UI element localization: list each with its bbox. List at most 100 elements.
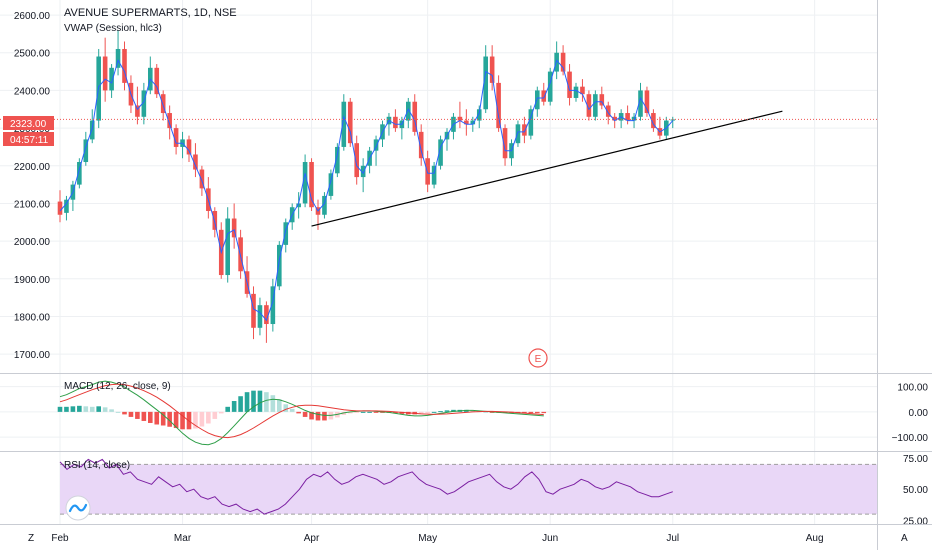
macd-pane[interactable]	[57, 380, 547, 446]
candle-body[interactable]	[109, 67, 114, 91]
price-tick-label: 1800.00	[14, 312, 51, 323]
rsi-legend[interactable]: RSI (14, close)	[64, 460, 130, 471]
candle-body[interactable]	[560, 52, 566, 72]
candle-body[interactable]	[257, 305, 263, 328]
tradingview-logo[interactable]	[65, 495, 91, 521]
candle-body[interactable]	[335, 146, 340, 174]
candle-body[interactable]	[77, 162, 82, 185]
candle-body[interactable]	[393, 116, 398, 129]
macd-signal-line[interactable]	[59, 383, 544, 439]
timezone-icon[interactable]: Z	[28, 533, 34, 544]
macd-histogram-bar	[244, 392, 250, 412]
rsi-tick-label: 25.00	[903, 516, 928, 527]
candle-body[interactable]	[322, 195, 327, 215]
rsi-pane[interactable]	[59, 458, 877, 515]
rsi-line[interactable]	[59, 458, 673, 515]
candle-body[interactable]	[360, 165, 366, 178]
candle-body[interactable]	[225, 218, 230, 276]
candle-body[interactable]	[354, 143, 359, 178]
candle-body[interactable]	[309, 162, 314, 208]
candle-body[interactable]	[83, 139, 89, 163]
candle-body[interactable]	[296, 203, 301, 208]
candle-body[interactable]	[57, 201, 63, 215]
candle-body[interactable]	[522, 124, 527, 136]
macd-histogram-bar	[347, 411, 353, 414]
candle-body[interactable]	[341, 101, 347, 147]
candle-body[interactable]	[599, 94, 605, 106]
candle-body[interactable]	[199, 169, 205, 189]
vwap-line[interactable]	[59, 59, 674, 322]
candle-body[interactable]	[141, 90, 147, 117]
candle-body[interactable]	[464, 120, 469, 125]
macd-legend[interactable]: MACD (12, 26, close, 9)	[64, 381, 171, 392]
candle-body[interactable]	[264, 305, 269, 325]
candle-body[interactable]	[122, 48, 127, 83]
candle-body[interactable]	[251, 293, 256, 328]
candle-body[interactable]	[625, 113, 630, 121]
candle-body[interactable]	[502, 128, 508, 159]
candle-body[interactable]	[580, 86, 585, 95]
candle-body[interactable]	[457, 116, 463, 121]
candle-body[interactable]	[102, 56, 108, 91]
symbol-legend[interactable]: AVENUE SUPERMARTS, 1D, NSE	[64, 7, 237, 19]
candle-body[interactable]	[270, 286, 276, 325]
candle-body[interactable]	[567, 71, 572, 98]
candle-body[interactable]	[373, 139, 379, 151]
candle-body[interactable]	[167, 113, 172, 129]
candle-body[interactable]	[277, 244, 282, 287]
candle-body[interactable]	[496, 82, 501, 129]
macd-histogram-bar	[128, 411, 134, 417]
macd-histogram-bar	[83, 406, 89, 412]
candle-body[interactable]	[283, 222, 289, 245]
earnings-marker[interactable]: E	[528, 348, 548, 368]
candle-body[interactable]	[631, 116, 637, 121]
candle-body[interactable]	[605, 105, 611, 117]
candle-body[interactable]	[154, 67, 160, 95]
candle-body[interactable]	[535, 90, 540, 110]
candle-body[interactable]	[638, 90, 643, 117]
candle-body[interactable]	[412, 101, 418, 132]
macd-line[interactable]	[59, 380, 544, 446]
candle-body[interactable]	[186, 139, 192, 155]
candle-body[interactable]	[89, 120, 95, 140]
candle-body[interactable]	[347, 101, 353, 144]
candle-body[interactable]	[541, 90, 547, 102]
candle-body[interactable]	[418, 131, 424, 159]
candle-body[interactable]	[431, 165, 437, 185]
candle-body[interactable]	[593, 94, 598, 117]
vwap-legend[interactable]: VWAP (Session, hlc3)	[64, 23, 162, 34]
candle-body[interactable]	[651, 113, 656, 129]
price-pane[interactable]	[0, 30, 877, 343]
candle-body[interactable]	[644, 90, 650, 114]
trendline[interactable]	[311, 110, 783, 227]
candle-body[interactable]	[193, 154, 198, 170]
candle-body[interactable]	[573, 86, 579, 98]
candle-body[interactable]	[64, 199, 69, 213]
candle-body[interactable]	[135, 105, 140, 117]
candle-body[interactable]	[528, 109, 534, 136]
candle-body[interactable]	[586, 94, 592, 117]
candle-body[interactable]	[328, 173, 334, 196]
candle-body[interactable]	[547, 71, 553, 102]
candle-body[interactable]	[115, 48, 121, 68]
candle-body[interactable]	[476, 109, 482, 121]
macd-histogram-bar	[470, 410, 476, 412]
macd-histogram-bar	[148, 411, 153, 423]
candle-body[interactable]	[406, 101, 411, 121]
candle-body[interactable]	[212, 210, 218, 230]
candle-body[interactable]	[483, 56, 488, 110]
candle-body[interactable]	[302, 162, 308, 204]
candle-body[interactable]	[160, 94, 166, 114]
candle-body[interactable]	[173, 128, 179, 147]
candle-body[interactable]	[489, 56, 495, 83]
macd-histogram-bar	[270, 395, 276, 412]
candle-body[interactable]	[612, 116, 617, 121]
candle-body[interactable]	[231, 218, 237, 238]
candle-body[interactable]	[670, 119, 676, 121]
candle-body[interactable]	[470, 120, 476, 125]
candle-body[interactable]	[515, 124, 521, 144]
auto-scale-icon[interactable]: A	[901, 533, 908, 544]
macd-histogram-bar	[277, 399, 282, 412]
candle-body[interactable]	[438, 139, 443, 166]
